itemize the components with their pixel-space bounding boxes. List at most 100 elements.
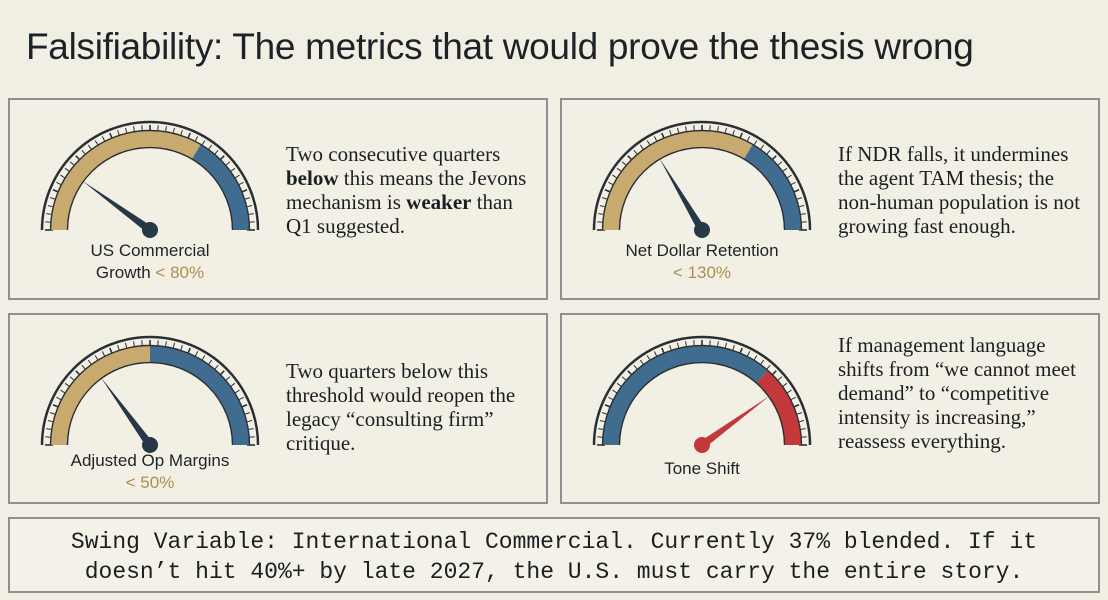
gauge-tick (230, 382, 236, 387)
gauge-label-text-2: Growth (95, 263, 151, 282)
gauge-tick (796, 412, 803, 415)
gauge-tick (782, 167, 788, 172)
gauge-tick (69, 376, 75, 381)
gauge-tick (601, 412, 608, 415)
gauge-tick (94, 140, 99, 145)
gauge-label: US Commercial Growth < 80% (10, 240, 290, 284)
gauge-tick (201, 140, 206, 145)
gauge-band-outline (49, 344, 251, 446)
gauge-tick (244, 197, 251, 200)
gauge-tick (601, 197, 608, 200)
gauge-tick (247, 205, 253, 208)
gauge-tick (599, 205, 605, 208)
gauge-tick (685, 341, 687, 347)
description-text: this means the Jevons mechanism is (286, 166, 527, 214)
gauge-tick (616, 382, 622, 387)
gauge-tick (598, 213, 604, 215)
gauge-tick (753, 355, 758, 360)
gauge-band-red (756, 370, 802, 446)
gauge-tick (214, 364, 219, 370)
gauge-tick (616, 167, 622, 172)
gauge-tick (87, 359, 92, 365)
gauge-tick (56, 396, 62, 401)
gauge-tick (69, 161, 75, 166)
metric-card-net-dollar-retention: Net Dollar Retention < 130% If NDR falls… (560, 98, 1100, 300)
gauge-tick (165, 341, 167, 347)
description-text: Two consecutive quarters (286, 142, 501, 166)
gauge-label: Net Dollar Retention < 130% (562, 240, 842, 284)
gauge-label-text: Net Dollar Retention (625, 241, 779, 260)
gauge-needle (100, 377, 154, 448)
gauge-tick (608, 181, 614, 186)
gauge-band-tan (602, 130, 753, 231)
footer-line-1: Swing Variable: International Commercial… (70, 529, 1038, 555)
gauge-tick (214, 149, 219, 155)
gauge-tick (621, 161, 627, 166)
description-text: than Q1 suggested. (286, 190, 513, 238)
gauge-tick (646, 355, 651, 360)
gauge-band-tan (50, 345, 151, 446)
gauge-tick (46, 213, 52, 215)
gauge-hub (142, 437, 158, 453)
threshold-value: < 80% (155, 263, 205, 282)
gauge-tick (117, 344, 120, 351)
gauge-tick (787, 174, 792, 179)
gauge-tick (248, 213, 254, 215)
gauge-tick (633, 149, 638, 155)
gauge-tick (248, 428, 254, 430)
gauge-icon (582, 327, 822, 467)
gauge-tick (766, 149, 771, 155)
gauge-band-tan (50, 130, 201, 231)
gauge-band-outline (618, 361, 786, 446)
gauge-tick (49, 412, 56, 415)
gauge-tick (117, 129, 120, 136)
gauge-tick (799, 420, 805, 423)
gauge-tick (685, 126, 687, 132)
gauge-tick (133, 126, 135, 132)
gauge-tick (800, 213, 806, 215)
gauge-tick (760, 144, 765, 150)
gauge-tick (235, 174, 240, 179)
gauge-tick (247, 420, 253, 423)
gauge-tick (244, 412, 251, 415)
gauge-tick (796, 197, 803, 200)
gauge-tick (753, 140, 758, 145)
gauge-svg (40, 120, 260, 238)
gauge-tick (47, 205, 53, 208)
gauge-tick (60, 174, 65, 179)
gauge-tick (633, 364, 638, 370)
gauge-tick (724, 127, 727, 133)
description-text: If management language shifts from “we c… (838, 333, 1076, 453)
gauge-band-outline (66, 146, 234, 231)
gauge-tick (125, 342, 128, 348)
gauge-tick (235, 389, 240, 394)
gauge-tick (194, 351, 199, 357)
gauge-tick (49, 197, 56, 200)
gauge-svg (592, 120, 812, 238)
gauge-tick (81, 149, 86, 155)
gauge-rim (592, 335, 812, 446)
gauge-tick (646, 140, 651, 145)
gauge-icon (30, 112, 270, 252)
gauge-label-text: Tone Shift (664, 459, 740, 478)
gauge-svg (592, 335, 812, 453)
gauge-tick (165, 126, 167, 132)
gauge-tick (669, 129, 672, 136)
gauge-tick (760, 359, 765, 365)
gauge-tick (87, 144, 92, 150)
gauge-tick (101, 351, 106, 357)
gauge-tick (47, 420, 53, 423)
gauge-label: Adjusted Op Margins < 50% (10, 450, 290, 494)
gauge-tick (230, 167, 236, 172)
footer-line-2: doesn’t hit 40%+ by late 2027, the U.S. … (84, 559, 1024, 585)
gauge-tick (180, 344, 183, 351)
gauge-tick (724, 342, 727, 348)
gauge-tick (790, 181, 796, 186)
gauge-tick (194, 136, 199, 142)
gauge-tick (46, 428, 52, 430)
gauge-band-outline (601, 129, 803, 231)
gauge-tick (639, 144, 644, 150)
gauge-tick (669, 344, 672, 351)
gauge-tick (81, 364, 86, 370)
gauge-tick (133, 341, 135, 347)
